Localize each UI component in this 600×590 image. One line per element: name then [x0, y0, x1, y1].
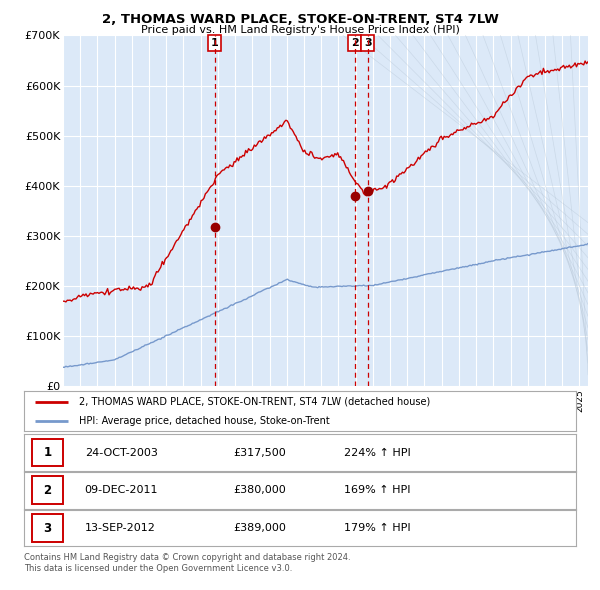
FancyBboxPatch shape: [32, 514, 62, 542]
Text: 2: 2: [43, 484, 52, 497]
Text: £380,000: £380,000: [234, 486, 287, 495]
Text: £317,500: £317,500: [234, 448, 287, 457]
Text: 2, THOMAS WARD PLACE, STOKE-ON-TRENT, ST4 7LW (detached house): 2, THOMAS WARD PLACE, STOKE-ON-TRENT, ST…: [79, 397, 430, 407]
Text: 3: 3: [364, 38, 371, 48]
Text: 2, THOMAS WARD PLACE, STOKE-ON-TRENT, ST4 7LW: 2, THOMAS WARD PLACE, STOKE-ON-TRENT, ST…: [101, 13, 499, 26]
FancyBboxPatch shape: [32, 438, 62, 467]
Text: 24-OCT-2003: 24-OCT-2003: [85, 448, 158, 457]
Text: 1: 1: [211, 38, 218, 48]
Text: 169% ↑ HPI: 169% ↑ HPI: [344, 486, 410, 495]
Text: 224% ↑ HPI: 224% ↑ HPI: [344, 448, 411, 457]
Text: Contains HM Land Registry data © Crown copyright and database right 2024.
This d: Contains HM Land Registry data © Crown c…: [24, 553, 350, 573]
Text: 3: 3: [43, 522, 52, 535]
Text: 13-SEP-2012: 13-SEP-2012: [85, 523, 155, 533]
Text: Price paid vs. HM Land Registry's House Price Index (HPI): Price paid vs. HM Land Registry's House …: [140, 25, 460, 35]
Text: 1: 1: [43, 446, 52, 459]
Text: 179% ↑ HPI: 179% ↑ HPI: [344, 523, 411, 533]
FancyBboxPatch shape: [32, 476, 62, 504]
Text: HPI: Average price, detached house, Stoke-on-Trent: HPI: Average price, detached house, Stok…: [79, 416, 330, 425]
Text: £389,000: £389,000: [234, 523, 287, 533]
Text: 2: 2: [351, 38, 358, 48]
Text: 09-DEC-2011: 09-DEC-2011: [85, 486, 158, 495]
